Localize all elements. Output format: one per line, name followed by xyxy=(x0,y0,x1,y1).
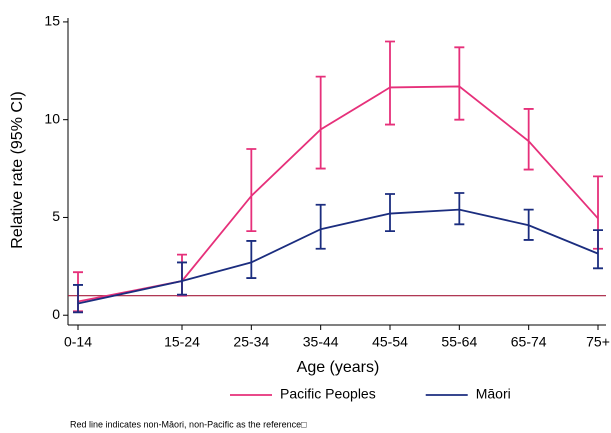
error-bar xyxy=(385,40,395,126)
x-tick-label: 55-64 xyxy=(441,334,477,350)
error-bar xyxy=(73,284,83,314)
y-tick-label: 15 xyxy=(44,13,60,29)
x-tick-label: 0-14 xyxy=(64,334,92,350)
x-tick-label: 65-74 xyxy=(511,334,547,350)
x-tick-label: 75+ xyxy=(586,334,610,350)
series-line xyxy=(77,85,599,303)
error-bar xyxy=(454,46,465,121)
y-tick-label: 10 xyxy=(44,110,60,126)
error-bar xyxy=(454,192,465,226)
error-bar xyxy=(177,261,187,296)
legend-label: Pacific Peoples xyxy=(280,386,376,402)
y-tick-label: 5 xyxy=(52,208,60,224)
x-tick-label: 25-34 xyxy=(233,334,269,350)
error-bar xyxy=(385,193,395,233)
y-axis-title: Relative rate (95% CI) xyxy=(9,91,26,248)
y-tick-label: 0 xyxy=(52,306,60,322)
series-line xyxy=(77,208,599,305)
error-bar xyxy=(246,240,257,279)
error-bar xyxy=(246,148,257,233)
x-axis-title: Age (years) xyxy=(297,359,380,376)
legend-label: Māori xyxy=(476,386,511,402)
x-tick-label: 35-44 xyxy=(303,334,339,350)
error-bar xyxy=(523,108,534,171)
x-tick-label: 45-54 xyxy=(372,334,408,350)
x-tick-label: 15-24 xyxy=(164,334,200,350)
note: Red line indicates non-Māori, non-Pacifi… xyxy=(70,419,307,429)
error-bar xyxy=(315,203,326,250)
error-bar xyxy=(593,229,603,270)
error-bar xyxy=(315,75,326,170)
